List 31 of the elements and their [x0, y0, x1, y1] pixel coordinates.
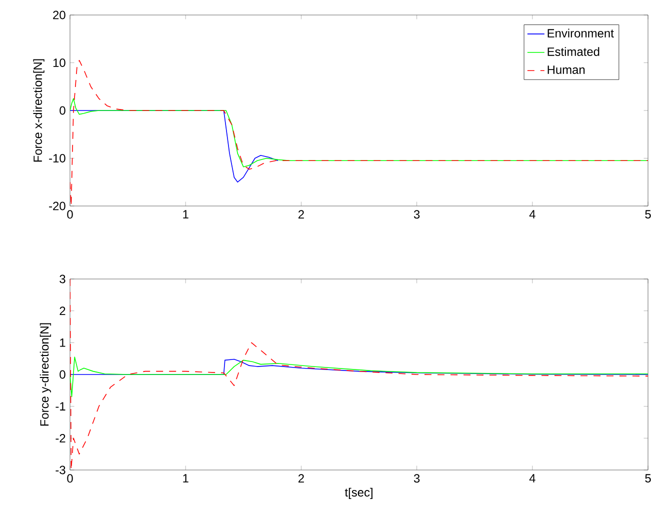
x-tick-label: 2: [298, 474, 304, 483]
x-tick-label: 1: [183, 474, 188, 482]
x-tick-label: 0: [67, 474, 73, 483]
x-tick-label: 3: [414, 474, 420, 483]
x-tick-label: 5: [645, 210, 651, 219]
x-tick-label: 3: [414, 210, 420, 219]
y-axis-title: Force x-direction[N]: [33, 59, 44, 162]
x-tick-label: 2: [298, 210, 304, 219]
x-axis-title: t[sec]: [344, 488, 372, 499]
y-tick-label: 0: [60, 370, 66, 379]
y-tick-label: -3: [56, 466, 66, 474]
y-tick-label: -20: [49, 202, 66, 210]
y-axis-title: Force y-direction[N]: [40, 323, 52, 426]
y-tick-label: -2: [56, 434, 66, 442]
y-tick-label: 20: [53, 10, 66, 20]
legend-label: Human: [548, 66, 585, 74]
y-tick-label: 2: [60, 306, 66, 316]
legend-label: Environment: [548, 28, 614, 38]
y-tick-label: 1: [60, 338, 66, 347]
y-tick-label: -1: [56, 402, 66, 410]
x-tick-label: 0: [67, 210, 73, 219]
y-tick-label: -10: [49, 154, 66, 162]
y-tick-label: 0: [60, 106, 66, 115]
line-series: [70, 356, 648, 398]
y-tick-label: 10: [53, 58, 66, 67]
legend-label: Estimated: [548, 47, 600, 56]
x-tick-label: 5: [645, 474, 651, 483]
x-tick-label: 1: [183, 210, 188, 218]
y-tick-label: 3: [60, 274, 66, 284]
x-tick-label: 4: [529, 474, 536, 482]
x-tick-label: 4: [529, 210, 536, 218]
